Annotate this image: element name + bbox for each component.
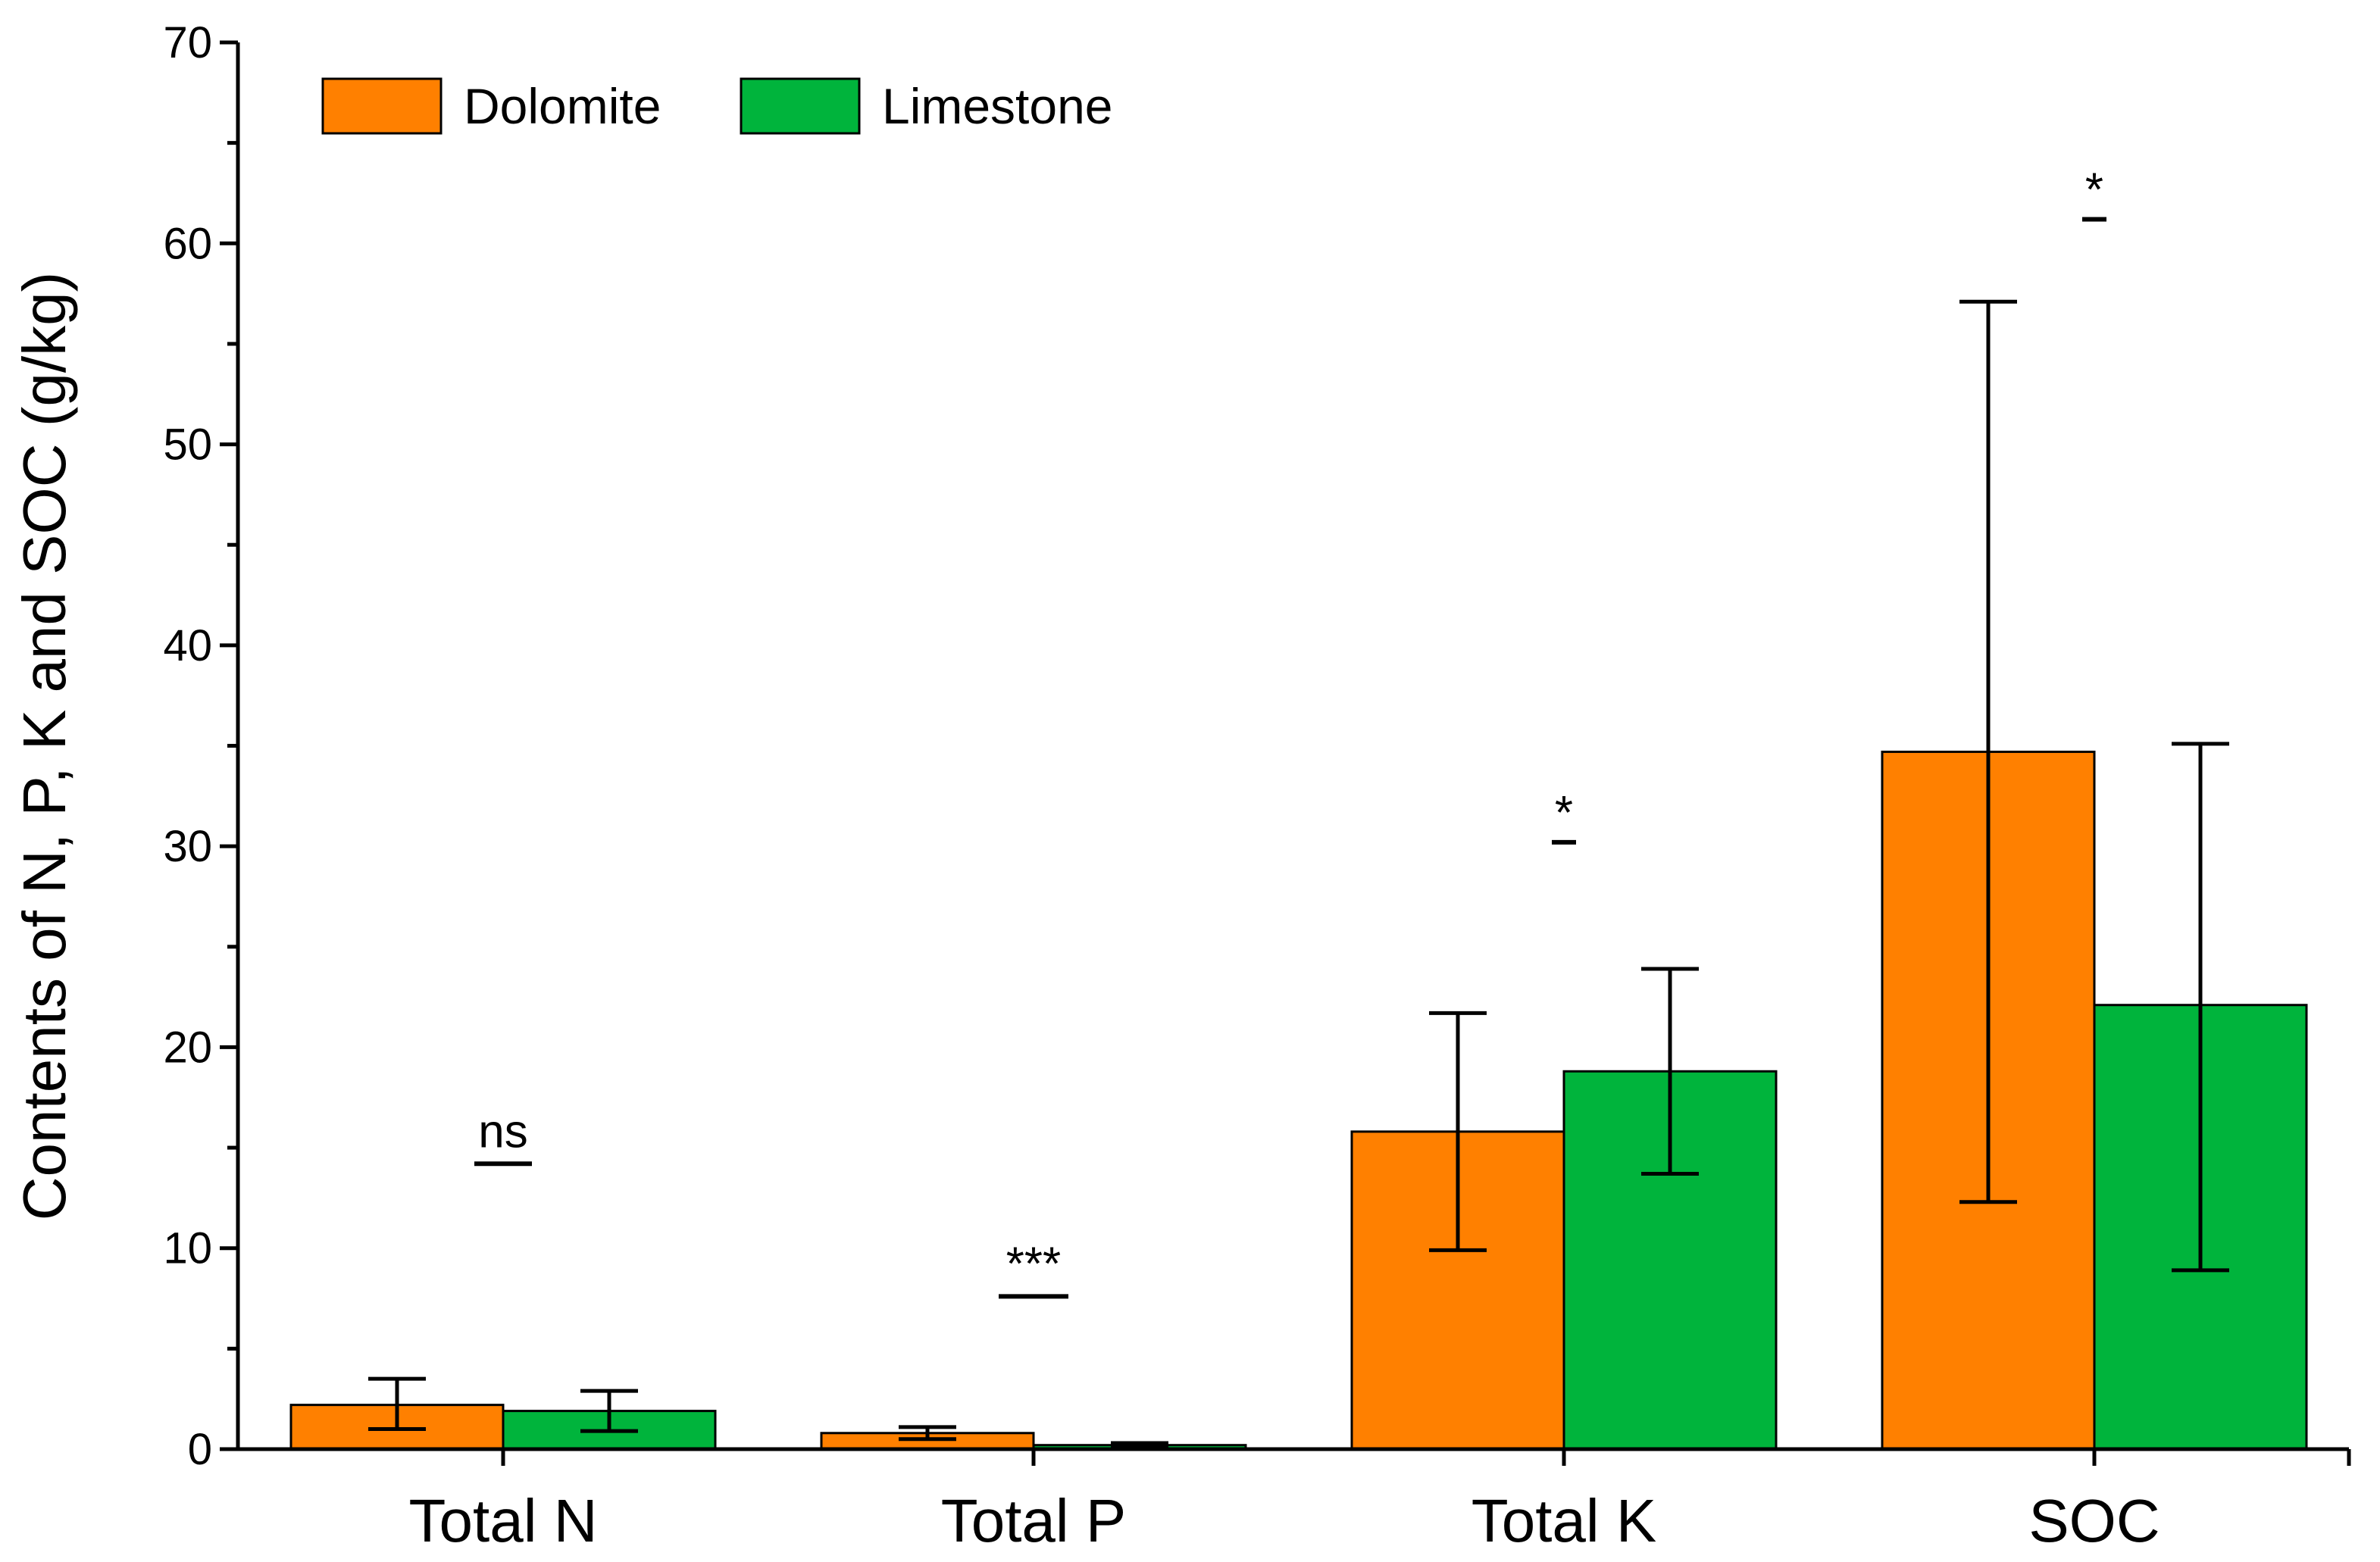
category-labels-layer: Total N Total P Total K SOC — [409, 1449, 2351, 1554]
error-bar-limestone-total-n — [580, 1389, 638, 1433]
error-bars-layer — [368, 299, 2229, 1449]
y-tick-label-0: 0 — [188, 1425, 212, 1474]
significance-label: * — [2085, 164, 2103, 216]
y-ticks-layer: 0 10 20 30 40 50 60 70 — [163, 18, 238, 1474]
significance-soc: * — [2082, 164, 2106, 222]
significance-total-n: ns — [474, 1105, 532, 1167]
legend: Dolomite Limestone — [321, 77, 1113, 135]
y-tick-label-40: 40 — [163, 621, 212, 670]
significance-label: * — [1555, 787, 1573, 839]
y-axis-label: Contents of N, P, K and SOC (g/kg) — [11, 272, 78, 1220]
significance-layer: ns***** — [474, 164, 2106, 1299]
legend-label-dolomite: Dolomite — [464, 78, 661, 134]
error-bar-limestone-total-p — [1111, 1441, 1168, 1449]
significance-label: ns — [478, 1105, 527, 1157]
legend-label-limestone: Limestone — [882, 78, 1113, 134]
y-tick-label-70: 70 — [163, 18, 212, 67]
legend-item-limestone: Limestone — [740, 77, 1113, 135]
y-tick-label-50: 50 — [163, 420, 212, 470]
x-tick-label-soc: SOC — [2028, 1487, 2160, 1554]
legend-swatch-dolomite — [321, 77, 443, 135]
y-tick-label-30: 30 — [163, 822, 212, 871]
x-tick-label-total-n: Total N — [409, 1487, 598, 1554]
significance-label: *** — [1006, 1238, 1061, 1290]
bars-layer — [289, 750, 2308, 1451]
x-tick-label-total-p: Total P — [941, 1487, 1127, 1554]
error-bar-dolomite-total-n — [368, 1376, 426, 1431]
y-tick-label-20: 20 — [163, 1023, 212, 1072]
error-bar-dolomite-total-p — [899, 1425, 956, 1442]
error-bar-limestone-soc — [2172, 742, 2229, 1273]
error-bar-limestone-total-k — [1641, 967, 1699, 1176]
legend-item-dolomite: Dolomite — [321, 77, 661, 135]
significance-total-k: * — [1552, 787, 1576, 845]
x-tick-label-total-k: Total K — [1471, 1487, 1657, 1554]
y-tick-label-60: 60 — [163, 219, 212, 268]
error-bar-dolomite-soc — [1959, 299, 2017, 1204]
error-bar-dolomite-total-k — [1429, 1011, 1487, 1252]
significance-total-p: *** — [999, 1238, 1068, 1299]
legend-swatch-limestone — [740, 77, 861, 135]
y-tick-label-10: 10 — [163, 1224, 212, 1273]
